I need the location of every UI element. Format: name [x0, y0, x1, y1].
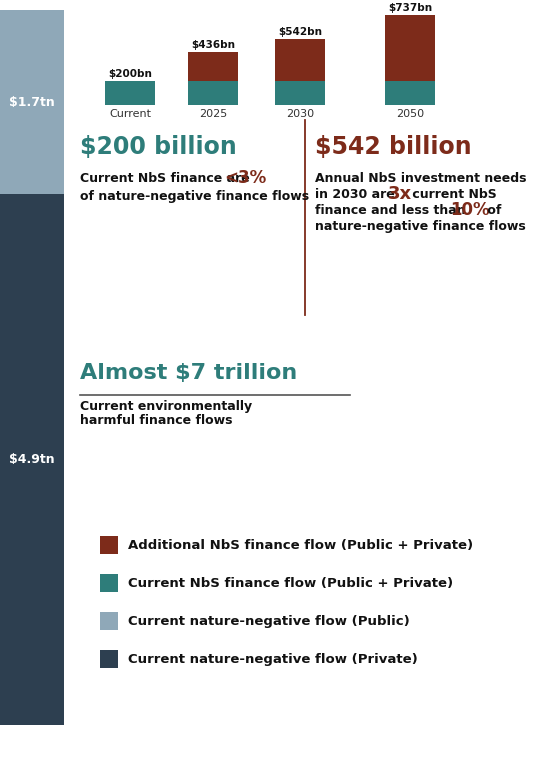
Bar	[100, 536, 118, 554]
Text: Current environmentally: Current environmentally	[80, 400, 252, 413]
Text: $542bn: $542bn	[278, 27, 322, 37]
Bar	[385, 15, 435, 81]
Text: in 2030 are: in 2030 are	[315, 188, 399, 201]
Text: nature-negative finance flows: nature-negative finance flows	[315, 220, 526, 233]
Text: Current: Current	[109, 109, 151, 119]
Text: 2025: 2025	[199, 109, 227, 119]
Bar	[100, 612, 118, 630]
Text: <3%: <3%	[224, 169, 266, 187]
Text: $542 billion: $542 billion	[315, 135, 472, 159]
Text: of nature-negative finance flows: of nature-negative finance flows	[80, 190, 309, 203]
Text: $200 billion: $200 billion	[80, 135, 237, 159]
Text: of: of	[483, 204, 502, 217]
Bar	[100, 574, 118, 592]
Text: Current NbS finance are: Current NbS finance are	[80, 172, 254, 185]
Text: 2050: 2050	[396, 109, 424, 119]
Text: $200bn: $200bn	[108, 69, 152, 79]
Bar	[105, 81, 155, 105]
Text: current NbS: current NbS	[408, 188, 497, 201]
Text: $1.7tn: $1.7tn	[9, 95, 55, 109]
Bar	[275, 81, 325, 105]
Text: $737bn: $737bn	[388, 3, 432, 13]
Text: Annual NbS investment needs: Annual NbS investment needs	[315, 172, 527, 185]
Bar	[0, 194, 64, 725]
Text: $436bn: $436bn	[191, 40, 235, 50]
Text: Almost $7 trillion: Almost $7 trillion	[80, 363, 297, 383]
Text: Current NbS finance flow (Public + Private): Current NbS finance flow (Public + Priva…	[128, 577, 453, 590]
Text: Additional NbS finance flow (Public + Private): Additional NbS finance flow (Public + Pr…	[128, 538, 473, 551]
Text: 2030: 2030	[286, 109, 314, 119]
Text: Current nature-negative flow (Private): Current nature-negative flow (Private)	[128, 652, 418, 665]
Bar	[100, 650, 118, 668]
Bar	[0, 10, 64, 194]
Text: $4.9tn: $4.9tn	[9, 453, 55, 466]
Text: 10%: 10%	[450, 201, 489, 219]
Text: 3x: 3x	[388, 185, 412, 203]
Text: harmful finance flows: harmful finance flows	[80, 414, 233, 427]
Bar	[275, 38, 325, 81]
Bar	[188, 81, 238, 105]
Bar	[385, 81, 435, 105]
Bar	[188, 52, 238, 81]
Text: Current nature-negative flow (Public): Current nature-negative flow (Public)	[128, 614, 410, 628]
Text: finance and less than: finance and less than	[315, 204, 470, 217]
